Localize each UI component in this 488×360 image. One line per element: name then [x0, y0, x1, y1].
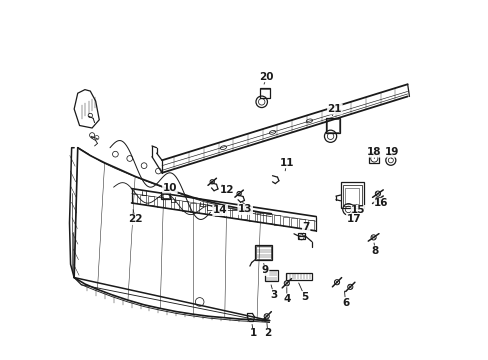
Bar [326, 119, 339, 132]
Bar [368, 152, 379, 163]
Text: 15: 15 [350, 206, 365, 216]
Text: 17: 17 [346, 214, 361, 224]
Bar [161, 192, 170, 199]
Text: 21: 21 [327, 104, 342, 114]
Text: 7: 7 [302, 222, 309, 232]
Text: 4: 4 [283, 294, 290, 304]
Text: 9: 9 [261, 265, 268, 275]
Bar [257, 213, 263, 222]
Bar [165, 199, 171, 208]
Text: 14: 14 [212, 206, 227, 216]
Bar [215, 206, 221, 216]
Text: 22: 22 [128, 215, 142, 224]
Bar [232, 209, 238, 218]
Bar [248, 211, 254, 221]
Bar [340, 182, 363, 208]
Text: 20: 20 [259, 72, 273, 82]
Bar [265, 214, 271, 223]
Bar [325, 118, 339, 133]
Text: 6: 6 [341, 298, 348, 308]
Bar [282, 216, 288, 226]
Bar [299, 219, 305, 228]
Bar [285, 273, 311, 280]
Text: 12: 12 [220, 185, 234, 195]
Bar [131, 194, 137, 203]
Bar [240, 210, 246, 220]
Text: 2: 2 [264, 328, 271, 338]
Bar [260, 89, 269, 98]
Bar [255, 245, 272, 260]
Bar [182, 201, 187, 211]
Bar [343, 185, 361, 206]
Bar [265, 270, 277, 281]
Bar [259, 88, 270, 98]
Bar [198, 204, 204, 213]
Bar [224, 208, 229, 217]
Text: 19: 19 [384, 147, 399, 157]
Bar [148, 196, 154, 206]
Bar [173, 200, 179, 209]
Bar [344, 188, 359, 204]
Bar [156, 197, 163, 207]
Text: 16: 16 [373, 198, 388, 208]
Text: 1: 1 [249, 328, 257, 338]
Text: 10: 10 [163, 183, 177, 193]
Text: 11: 11 [279, 158, 293, 168]
Text: 13: 13 [238, 204, 252, 215]
Text: 18: 18 [366, 147, 381, 157]
Bar [307, 220, 313, 230]
Text: 8: 8 [371, 246, 378, 256]
Bar [162, 193, 169, 198]
Bar [256, 246, 271, 259]
Text: 3: 3 [270, 290, 277, 300]
Bar [297, 233, 305, 239]
Text: 5: 5 [301, 292, 308, 302]
Bar [274, 215, 280, 225]
Bar [140, 195, 145, 204]
Bar [290, 218, 296, 227]
Bar [206, 205, 213, 215]
Bar [190, 203, 196, 212]
